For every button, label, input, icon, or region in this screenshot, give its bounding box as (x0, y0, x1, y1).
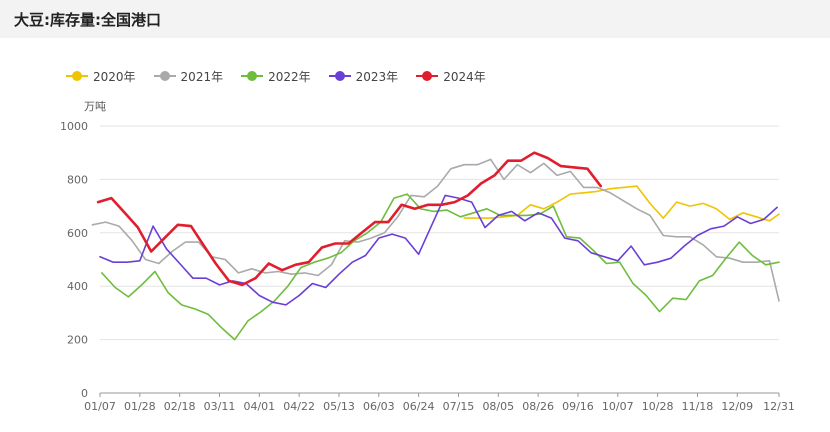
x-tick-label: 12/31 (763, 400, 795, 413)
legend-swatch (328, 70, 351, 82)
legend-item[interactable]: 2022年 (241, 68, 311, 85)
legend: 2020年 2021年 2022年 2023年 2024年 (66, 68, 504, 84)
x-tick-label: 05/13 (323, 400, 355, 413)
legend-swatch (241, 70, 264, 82)
legend-item[interactable]: 2024年 (416, 68, 486, 85)
x-tick-label: 08/26 (522, 400, 554, 413)
y-tick-label: 400 (67, 280, 88, 293)
legend-swatch (153, 70, 176, 82)
legend-item[interactable]: 2023年 (328, 68, 399, 85)
x-tick-label: 06/24 (403, 400, 435, 413)
legend-swatch (416, 70, 439, 82)
y-tick-label: 200 (67, 334, 88, 347)
x-tick-label: 10/28 (642, 400, 674, 413)
series-line-2024年 (96, 151, 603, 287)
series-line-2023年 (99, 194, 778, 306)
y-axis-unit: 万吨 (84, 100, 106, 113)
x-tick-label: 11/18 (682, 400, 714, 413)
legend-item[interactable]: 2021年 (153, 68, 224, 85)
x-tick-label: 10/07 (602, 400, 634, 413)
y-tick-label: 600 (67, 227, 88, 240)
x-tick-label: 09/16 (562, 400, 594, 413)
title-bar: 大豆:库存量:全国港口 (0, 0, 830, 38)
legend-item[interactable]: 2020年 (66, 68, 136, 85)
chart-title: 大豆:库存量:全国港口 (14, 11, 161, 29)
x-tick-label: 04/01 (243, 400, 275, 413)
legend-label: 2022年 (268, 69, 311, 84)
x-tick-label: 06/03 (363, 400, 395, 413)
x-tick-label: 07/15 (443, 400, 475, 413)
series-line-2021年 (91, 158, 780, 302)
legend-label: 2021年 (180, 69, 224, 84)
x-tick-label: 08/05 (482, 400, 514, 413)
x-tick-label: 03/11 (204, 400, 236, 413)
legend-label: 2024年 (443, 69, 486, 84)
y-tick-label: 800 (67, 173, 88, 186)
y-tick-label: 1000 (60, 120, 88, 133)
legend-swatch (66, 70, 88, 82)
x-tick-label: 02/18 (164, 400, 196, 413)
y-tick-label: 0 (81, 387, 88, 400)
x-tick-label: 12/09 (721, 400, 753, 413)
x-tick-label: 04/22 (283, 400, 315, 413)
legend-label: 2023年 (355, 69, 399, 84)
x-tick-label: 01/07 (84, 400, 116, 413)
series-line-2022年 (101, 193, 780, 341)
x-tick-label: 01/28 (124, 400, 156, 413)
legend-label: 2020年 (93, 69, 136, 84)
